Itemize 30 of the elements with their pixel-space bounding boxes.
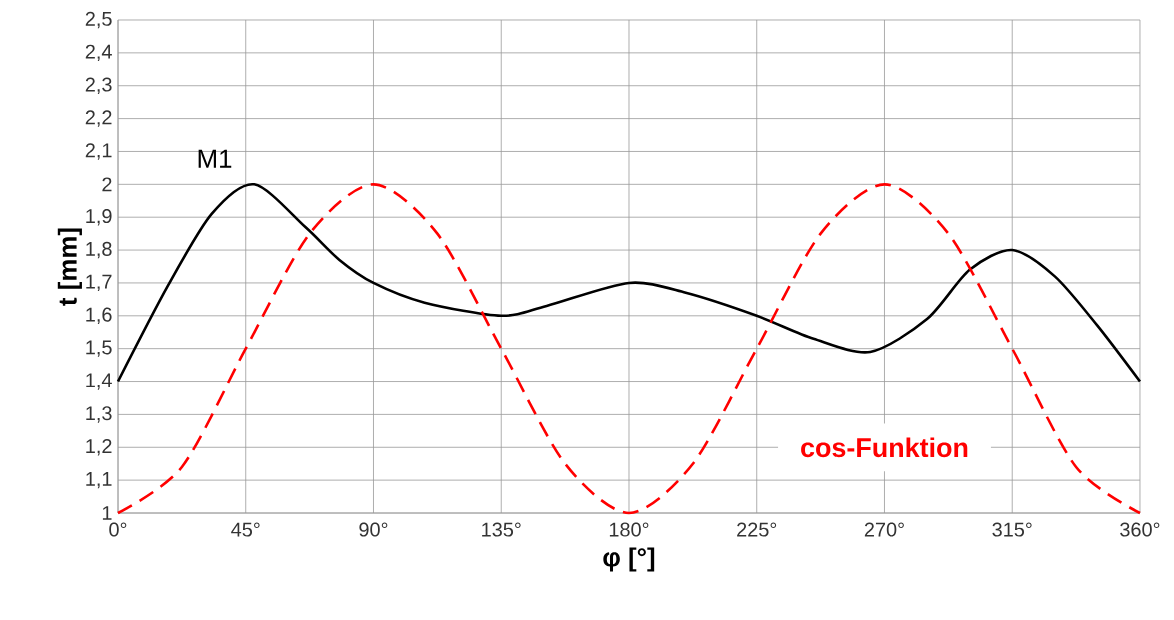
y-tick-label: 2,3	[85, 77, 112, 94]
x-tick-label: 360°	[1120, 522, 1160, 537]
y-tick-label: 1,2	[86, 439, 112, 456]
y-tick-label: 2	[102, 177, 112, 192]
x-tick-label: 90°	[359, 522, 388, 537]
line-series	[116, 182, 1142, 383]
y-tick-label: 2,2	[85, 110, 112, 127]
x-tick-label: 45°	[231, 522, 260, 537]
y-tick-label: 1,6	[86, 307, 112, 325]
x-axis-title: φ [°]	[603, 547, 655, 572]
y-tick-label: 1	[102, 506, 112, 520]
y-tick-label: 1,4	[86, 373, 112, 390]
y-tick-label: 1,8	[86, 241, 112, 259]
x-tick-label: 0°	[109, 522, 127, 537]
x-tick-label: 270°	[864, 522, 904, 537]
x-tick-label: 135°	[482, 522, 521, 537]
y-tick-label: 1,9	[86, 208, 112, 226]
x-tick-label: 315°	[992, 522, 1032, 537]
y-tick-label: 1,3	[86, 406, 112, 423]
y-tick-label: 2,4	[85, 44, 112, 62]
y-tick-label: 1,1	[86, 472, 112, 489]
y-tick-label: 1,5	[86, 340, 112, 357]
x-tick-label: 180°	[609, 522, 649, 537]
y-tick-label: 2,1	[85, 143, 112, 160]
y-tick-label: 1,7	[86, 274, 112, 292]
x-tick-label: 225°	[737, 522, 777, 537]
series-label: M1	[198, 149, 232, 168]
text: cos-Funktion	[801, 437, 968, 458]
y-tick-label: 2,5	[85, 11, 112, 29]
y-axis-title: t [mm]	[57, 228, 82, 306]
